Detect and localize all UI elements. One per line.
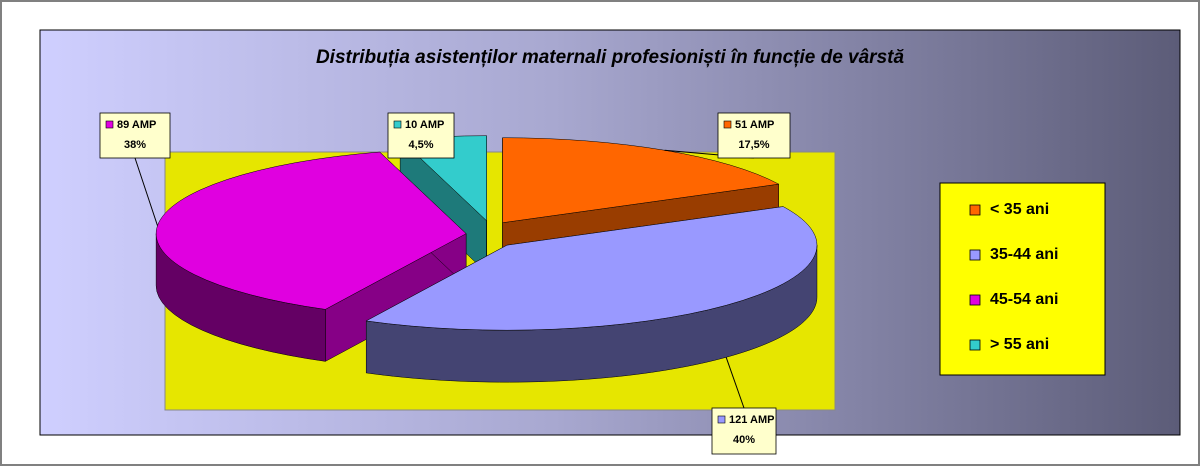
data-label-count: 10 AMP [405, 119, 444, 131]
legend-key [969, 339, 981, 351]
data-label-key [105, 120, 114, 129]
data-label-count: 121 AMP [729, 414, 774, 426]
data-label-box [99, 112, 171, 159]
legend-label: > 55 ani [990, 336, 1049, 353]
slice [365, 206, 818, 331]
data-label: 40% [733, 434, 755, 446]
data-label-box [711, 407, 777, 455]
legend-label: 35-44 ani [990, 246, 1058, 263]
data-label-count: 51 AMP [735, 119, 774, 131]
leader-line [725, 357, 745, 409]
legend-label: 45-54 ani [990, 291, 1058, 308]
data-label-key [717, 415, 726, 424]
data-label-key [393, 120, 402, 129]
slice [155, 151, 467, 310]
legend-key [969, 249, 981, 261]
data-label: 17,5% [738, 139, 769, 151]
data-label-count: 89 AMP [117, 119, 156, 131]
data-label-box [387, 112, 455, 159]
legend-label: < 35 ani [990, 201, 1049, 218]
data-label-key [723, 120, 732, 129]
chart-title: Distribuția asistenților maternali profe… [316, 47, 905, 68]
leader-line [134, 157, 158, 226]
legend-key [969, 204, 981, 216]
data-label: 38% [124, 139, 146, 151]
legend-key [969, 294, 981, 306]
data-label-box [717, 112, 791, 159]
legend [939, 182, 1106, 376]
data-label: 4,5% [408, 139, 433, 151]
